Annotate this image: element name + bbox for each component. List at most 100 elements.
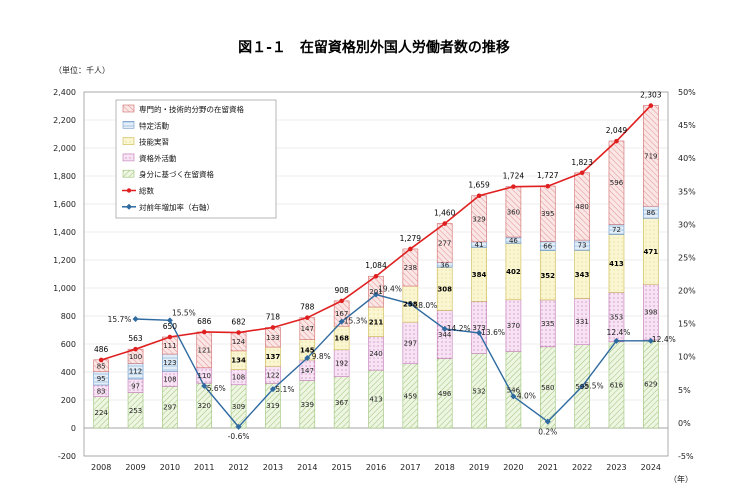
bar-segment-label: 459 xyxy=(404,392,417,400)
y-right-tick-label: 35% xyxy=(678,187,696,196)
bar-segment-label: 211 xyxy=(369,318,384,326)
rate-label: 19.4% xyxy=(378,285,402,294)
bar-segment-label: 339 xyxy=(301,401,314,409)
rate-point xyxy=(579,383,586,390)
rate-line xyxy=(135,293,651,428)
x-tick-label: 2011 xyxy=(194,463,214,472)
x-tick-label: 2016 xyxy=(366,463,386,472)
bar-segment-label: 532 xyxy=(472,387,485,395)
bar-segment-label: 168 xyxy=(334,334,349,342)
x-unit-label: （年） xyxy=(669,474,693,484)
total-point xyxy=(201,329,207,335)
bar-segment-label: 352 xyxy=(540,272,555,280)
legend-label: 身分に基づく在留資格 xyxy=(139,169,214,179)
legend-swatch xyxy=(122,169,135,178)
y-right-tick-label: 40% xyxy=(678,154,696,163)
bar-segment-label: 147 xyxy=(301,325,314,333)
bar-segment-label: 413 xyxy=(609,260,624,268)
legend-label: 特定活動 xyxy=(139,120,169,130)
y-left-tick-label: 200 xyxy=(61,396,76,405)
bar-segment-label: 253 xyxy=(129,407,142,415)
total-point xyxy=(270,325,276,330)
bar-segment-label: 335 xyxy=(541,320,554,328)
bar-segment-label: 121 xyxy=(198,346,211,354)
bar-segment-label: 309 xyxy=(232,403,245,411)
rate-label: 5.6% xyxy=(207,384,226,393)
bar-segment-label: 616 xyxy=(610,381,624,389)
total-point xyxy=(236,330,241,335)
x-tick-label: 2022 xyxy=(572,463,592,472)
bar-segment-label: 86 xyxy=(646,209,655,217)
x-tick-label: 2013 xyxy=(263,463,283,472)
rate-point xyxy=(338,318,345,325)
bar-segment-label: 124 xyxy=(232,338,246,346)
legend-label: 資格外活動 xyxy=(139,153,177,163)
total-label: 1,460 xyxy=(434,209,456,218)
data-labels: 224 83 95 85 253 97 112 100 297 108 123 111 320 110 12… xyxy=(94,91,676,441)
bar-segment-label: 83 xyxy=(97,387,106,395)
rate-label: 12.4% xyxy=(607,328,631,337)
bar-segment-label: 360 xyxy=(507,208,520,216)
bar-segment-label: 373 xyxy=(472,324,485,332)
y-right-tick-label: 50% xyxy=(678,88,696,97)
y-right-tick-label: 5% xyxy=(678,386,691,395)
bar-segment-label: 110 xyxy=(198,372,211,380)
bar-segment-label: 719 xyxy=(644,152,657,160)
rate-point xyxy=(201,382,208,389)
bar-segment-label: 580 xyxy=(541,384,554,392)
bar-segment-label: 97 xyxy=(131,382,140,390)
bar-segment-label: 108 xyxy=(163,375,176,383)
y-left-tick-label: 1,000 xyxy=(53,284,76,293)
x-tick-label: 2009 xyxy=(125,463,145,472)
bar-segment-label: 343 xyxy=(575,271,590,279)
bar-segment-label: 471 xyxy=(644,248,659,256)
y-left-tick-label: 2,000 xyxy=(53,144,76,153)
y-right-tick-label: 25% xyxy=(678,253,696,262)
x-tick-label: 2010 xyxy=(160,463,180,472)
rate-label: 9.8% xyxy=(312,352,331,361)
rate-label: 15.5% xyxy=(172,308,196,317)
bar-segment-label: 546 xyxy=(507,386,521,394)
x-tick-label: 2008 xyxy=(91,463,111,472)
bar-segment-label: 480 xyxy=(575,203,588,211)
y-left-tick-label: 1,200 xyxy=(53,256,76,265)
rate-label: 13.6% xyxy=(481,328,505,337)
total-point xyxy=(339,298,344,304)
x-tick-label: 2015 xyxy=(331,463,351,472)
x-tick-label: 2018 xyxy=(435,463,455,472)
x-tick-label: 2014 xyxy=(297,463,317,472)
rate-label: 15.3% xyxy=(344,317,368,326)
bar-segment-label: 134 xyxy=(231,357,246,365)
bar-segment-label: 36 xyxy=(440,261,449,269)
rate-point xyxy=(304,355,311,362)
bar-segment-label: 320 xyxy=(198,402,211,410)
rate-label: 5.5% xyxy=(585,382,604,391)
total-point xyxy=(614,138,619,144)
y-right-tick-label: 10% xyxy=(678,353,696,362)
bar-segment-label: 395 xyxy=(541,210,554,218)
rate-point xyxy=(166,317,173,324)
bar-segment-label: 46 xyxy=(509,237,518,245)
total-point xyxy=(579,170,585,176)
rate-point xyxy=(132,316,139,323)
rate-point xyxy=(407,300,414,307)
bar-segment-label: 398 xyxy=(644,309,657,317)
total-point xyxy=(545,183,551,189)
bar-segment-label: 95 xyxy=(97,375,106,383)
legend-label: 対前年増加率（右軸） xyxy=(139,202,214,212)
bar-segment-label: 145 xyxy=(300,346,315,354)
bar-segment-label: 370 xyxy=(507,322,520,330)
bar-segment-label: 72 xyxy=(612,226,621,234)
rate-point xyxy=(441,325,448,332)
bar-segment-label: 413 xyxy=(369,396,382,404)
bar-segment-label: 353 xyxy=(610,314,623,322)
total-label: 1,727 xyxy=(537,171,559,180)
y-left-tick-label: -200 xyxy=(58,452,76,461)
rate-point xyxy=(476,329,483,336)
total-label: 2,303 xyxy=(640,91,662,100)
legend-swatch xyxy=(122,137,135,145)
x-tick-label: 2024 xyxy=(641,463,661,472)
unit-label: （単位：千人） xyxy=(54,65,110,75)
bar-segment-label: 73 xyxy=(578,242,587,250)
bar-segment-label: 41 xyxy=(475,241,484,249)
